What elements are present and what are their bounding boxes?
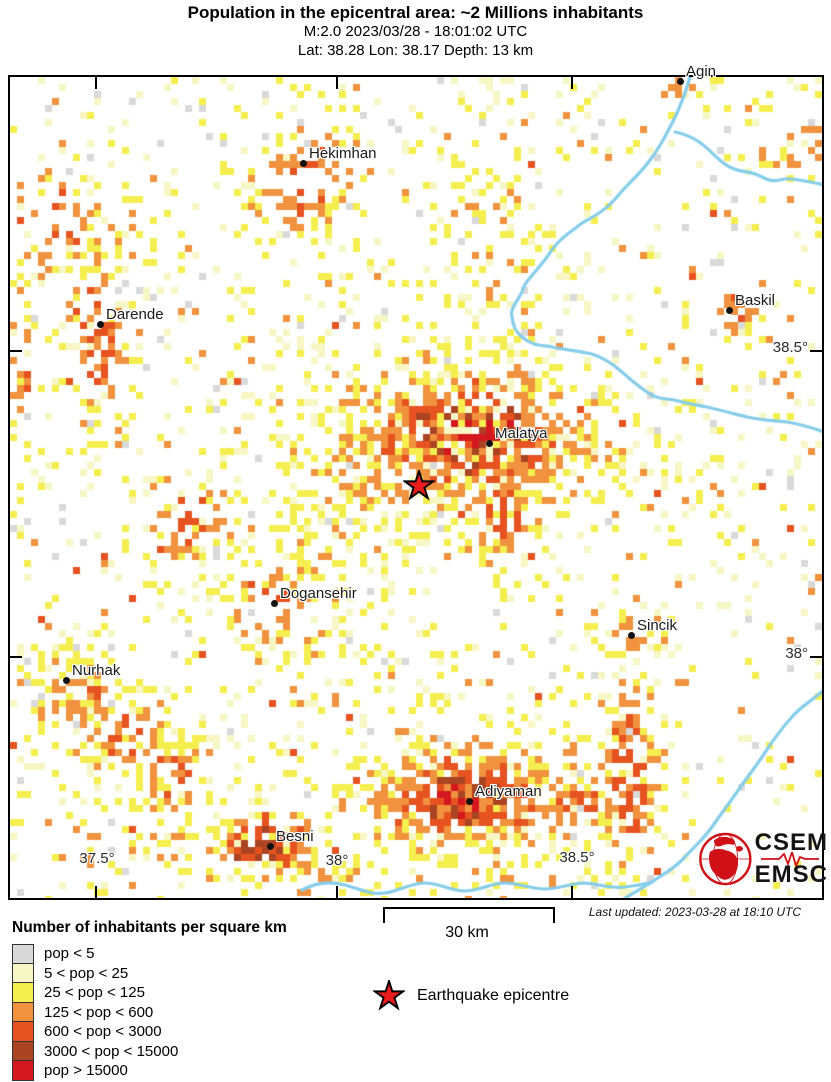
city-marker-dot (97, 321, 104, 328)
graticule-tick (95, 886, 97, 898)
earthquake-epicenter-star-icon (403, 470, 435, 501)
header: Population in the epicentral area: ~2 Mi… (0, 2, 831, 61)
graticule-tick (336, 886, 338, 898)
event-coordinates: Lat: 38.28 Lon: 38.17 Depth: 13 km (297, 42, 534, 59)
legend-label: 3000 < pop < 15000 (44, 1042, 179, 1060)
city-label: Dogansehir (280, 585, 357, 602)
population-density-map: CSEM EMSC Agin Hekimhan Darende Baskil Malat… (8, 63, 827, 900)
city-marker-dot (726, 307, 733, 314)
city-label: Besni (276, 828, 314, 845)
legend-row: 5 < pop < 25 (12, 963, 178, 983)
city-label: Darende (106, 306, 164, 323)
graticule-tick (571, 77, 573, 89)
legend-color-swatch (12, 963, 34, 983)
emsc-globe-icon (699, 832, 752, 886)
event-magnitude-time: M:2.0 2023/03/28 - 18:01:02 UTC (303, 23, 528, 41)
legend-row: 125 < pop < 600 (12, 1002, 178, 1022)
epicenter-legend-star-icon (373, 980, 405, 1011)
city-label: Sincik (637, 617, 678, 634)
legend-color-swatch (12, 1002, 34, 1022)
city-label: Hekimhan (309, 145, 377, 162)
seismogram-icon (760, 851, 819, 866)
city-label: Malatya (495, 425, 548, 442)
city-label: Nurhak (72, 662, 121, 679)
city-label: Adiyaman (475, 783, 542, 800)
graticule-label: 38° (785, 645, 808, 662)
epicenter-legend: Earthquake epicentre (373, 980, 569, 1012)
page-title: Population in the epicentral area: ~2 Mi… (187, 3, 644, 22)
legend-row: 600 < pop < 3000 (12, 1022, 178, 1042)
legend-label: 5 < pop < 25 (44, 964, 129, 982)
city-marker-dot (267, 843, 274, 850)
legend-label: 600 < pop < 3000 (44, 1023, 162, 1041)
legend-color-swatch (12, 1022, 34, 1042)
city-marker-dot (677, 78, 684, 85)
logo-text: CSEM EMSC (754, 828, 828, 888)
city-marker-dot (271, 600, 278, 607)
legend-title: Number of inhabitants per square km (12, 919, 287, 936)
legend-color-swatch (12, 1061, 34, 1081)
city-marker-dot (63, 677, 70, 684)
graticule-tick (95, 77, 97, 89)
graticule-tick (571, 886, 573, 898)
legend-row: pop > 15000 (12, 1061, 178, 1081)
graticule-label: 38.5° (559, 849, 595, 866)
city-marker-dot (466, 798, 473, 805)
graticule-tick (10, 656, 22, 658)
last-updated-text: Last updated: 2023-03-28 at 18:10 UTC (588, 905, 801, 919)
graticule-tick (810, 350, 822, 352)
graticule-tick (810, 656, 822, 658)
legend-color-swatch (12, 983, 34, 1003)
city-label: Agin (686, 63, 717, 80)
city-marker-dot (300, 160, 307, 167)
legend-row: 25 < pop < 125 (12, 983, 178, 1003)
legend-label: pop > 15000 (44, 1062, 128, 1080)
logo-line-csem: CSEM (754, 828, 828, 856)
legend-label: 125 < pop < 600 (44, 1003, 154, 1021)
legend-color-swatch (12, 944, 34, 964)
city-marker-dot (628, 632, 635, 639)
csem-emsc-logo: CSEM EMSC (698, 825, 828, 893)
scale-bar (383, 907, 555, 923)
graticule-tick (10, 350, 22, 352)
graticule-label: 38.5° (772, 339, 808, 356)
scale-bar-label: 30 km (445, 924, 489, 941)
city-marker-dot (486, 440, 493, 447)
graticule-label: 37.5° (79, 850, 115, 867)
legend-label: pop < 5 (44, 945, 95, 963)
graticule-label: 38° (325, 852, 349, 869)
legend-row: 3000 < pop < 15000 (12, 1041, 179, 1061)
logo-line-emsc: EMSC (754, 860, 828, 888)
city-label: Baskil (735, 292, 776, 309)
graticule-tick (336, 77, 338, 89)
legend-color-swatch (12, 1041, 34, 1061)
legend-row: pop < 5 (12, 944, 178, 964)
epicenter-legend-label: Earthquake epicentre (417, 987, 570, 1004)
legend-label: 25 < pop < 125 (44, 984, 145, 1002)
